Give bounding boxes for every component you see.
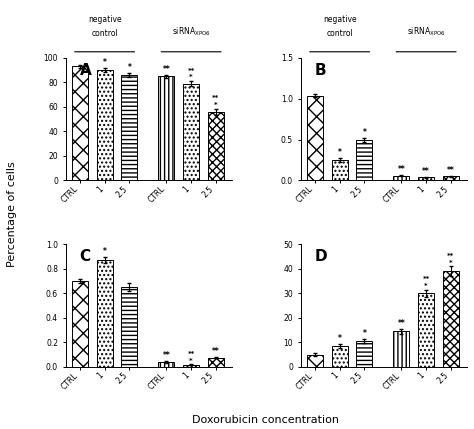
Text: siRNA$_{\mathregular{XPO6}}$: siRNA$_{\mathregular{XPO6}}$ bbox=[172, 26, 210, 38]
Text: **: ** bbox=[188, 351, 195, 357]
Bar bbox=[307, 354, 323, 367]
Text: *: * bbox=[363, 329, 366, 338]
Text: **: ** bbox=[188, 68, 195, 74]
Text: Doxorubicin concentration: Doxorubicin concentration bbox=[192, 415, 339, 425]
Bar bbox=[418, 177, 434, 181]
Bar bbox=[121, 287, 137, 367]
Bar bbox=[332, 346, 348, 367]
Bar bbox=[208, 112, 224, 181]
Bar bbox=[72, 281, 88, 367]
Text: *: * bbox=[338, 334, 342, 343]
Text: **: ** bbox=[163, 65, 170, 74]
Bar bbox=[97, 260, 113, 367]
Text: **: ** bbox=[422, 276, 430, 282]
Text: **: ** bbox=[447, 253, 455, 259]
Bar bbox=[121, 75, 137, 181]
Text: A: A bbox=[80, 63, 91, 78]
Text: *: * bbox=[189, 75, 193, 81]
Text: *: * bbox=[214, 102, 218, 108]
Bar bbox=[158, 362, 174, 367]
Text: *: * bbox=[103, 247, 107, 256]
Bar bbox=[332, 160, 348, 181]
Text: *: * bbox=[449, 260, 453, 266]
Text: *: * bbox=[424, 283, 428, 289]
Text: D: D bbox=[315, 249, 327, 264]
Bar bbox=[72, 66, 88, 181]
Bar bbox=[418, 293, 434, 367]
Text: **: ** bbox=[398, 165, 405, 174]
Text: *: * bbox=[338, 148, 342, 157]
Bar bbox=[208, 358, 224, 367]
Text: **: ** bbox=[398, 319, 405, 328]
Text: B: B bbox=[315, 63, 326, 78]
Bar bbox=[97, 70, 113, 181]
Text: control: control bbox=[91, 29, 118, 38]
Text: control: control bbox=[326, 29, 353, 38]
Bar bbox=[356, 341, 373, 367]
Bar bbox=[443, 176, 459, 181]
Text: **: ** bbox=[212, 95, 219, 101]
Text: **: ** bbox=[163, 351, 170, 360]
Text: negative: negative bbox=[88, 15, 121, 24]
Text: **: ** bbox=[212, 347, 219, 356]
Text: *: * bbox=[128, 63, 131, 72]
Text: *: * bbox=[103, 58, 107, 67]
Bar bbox=[393, 175, 410, 181]
Bar bbox=[183, 84, 199, 181]
Text: C: C bbox=[80, 249, 91, 264]
Text: negative: negative bbox=[323, 15, 356, 24]
Bar bbox=[356, 140, 373, 181]
Text: *: * bbox=[189, 358, 193, 364]
Text: **: ** bbox=[447, 166, 455, 175]
Bar bbox=[307, 96, 323, 181]
Bar bbox=[443, 271, 459, 367]
Bar bbox=[183, 365, 199, 367]
Text: **: ** bbox=[422, 167, 430, 176]
Text: siRNA$_{\mathregular{XPO6}}$: siRNA$_{\mathregular{XPO6}}$ bbox=[407, 26, 446, 38]
Bar bbox=[158, 76, 174, 181]
Text: Percentage of cells: Percentage of cells bbox=[7, 162, 17, 267]
Bar bbox=[393, 331, 410, 367]
Text: *: * bbox=[363, 128, 366, 137]
